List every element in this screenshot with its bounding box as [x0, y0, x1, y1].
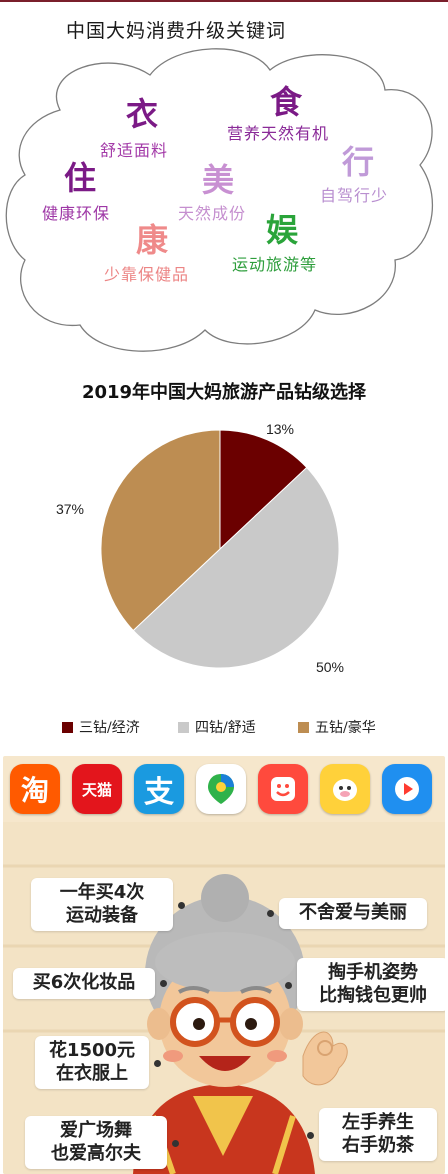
keyword-beauty-desc: 天然成份 — [178, 204, 247, 223]
infographic-panel: 淘 天猫 支 一年买4次 运动装备 不舍爱与美丽 买6次化妆品 掏手机姿势 比掏… — [3, 756, 445, 1174]
legend-label-economy: 三钻/经济 — [79, 720, 140, 736]
keyword-housing: 住 — [64, 159, 97, 197]
legend-item-comfort: 四钻/舒适 — [178, 716, 256, 738]
bubble-health-tea: 左手养生 右手奶茶 — [307, 1108, 437, 1161]
bubble-phone: 掏手机姿势 比掏钱包更帅 — [285, 958, 445, 1011]
bubble-cosmetics: 买6次化妆品 — [13, 968, 167, 999]
pie-label-economy: 13% — [266, 421, 294, 437]
bubble-dance-golf: 爱广场舞 也爱高尔夫 — [25, 1116, 179, 1169]
legend-swatch-comfort — [178, 721, 189, 733]
keyword-clothing-desc: 舒适面料 — [100, 141, 169, 160]
keyword-health-desc: 少靠保健品 — [104, 265, 190, 284]
bubble-beauty: 不舍爱与美丽 — [267, 898, 427, 929]
keyword-food-desc: 营养天然有机 — [227, 124, 330, 143]
keyword-travel-desc: 自驾行少 — [320, 186, 389, 205]
keyword-beauty: 美 — [202, 161, 235, 199]
taobao-icon: 淘 — [10, 764, 60, 814]
cloud-title: 中国大妈消费升级关键词 — [66, 20, 287, 42]
pie-slice-economy — [219, 429, 308, 551]
keyword-health: 康 — [136, 221, 169, 259]
fliggy-icon — [320, 764, 370, 814]
cloud-shape — [5, 48, 434, 352]
bubble-sports-gear: 一年买4次 运动装备 — [31, 878, 185, 931]
alipay-icon: 支 — [134, 764, 184, 814]
legend-item-economy: 三钻/经济 — [62, 716, 140, 738]
chart-title: 2019年中国大妈旅游产品钻级选择 — [81, 382, 367, 403]
legend-swatch-luxury — [298, 721, 309, 733]
keyword-cloud-section: 中国大妈消费升级关键词 衣 舒适面料 食 营养天然有机 住 健康环保 美 天然成… — [0, 0, 448, 370]
pie-label-luxury: 37% — [56, 501, 84, 517]
legend-label-luxury: 五钻/豪华 — [315, 720, 376, 736]
smile-app-icon — [258, 764, 308, 814]
pie-chart: 13% 50% 37% — [56, 421, 344, 675]
keyword-entertainment-desc: 运动旅游等 — [232, 255, 318, 274]
chart-legend: 三钻/经济 四钻/舒适 五钻/豪华 — [0, 716, 448, 740]
map-pin-icon — [196, 764, 246, 814]
legend-label-comfort: 四钻/舒适 — [195, 720, 256, 736]
tmall-icon: 天猫 — [72, 764, 122, 814]
legend-swatch-economy — [62, 721, 73, 733]
top-divider — [0, 0, 448, 2]
pie-slice-comfort — [132, 466, 340, 669]
bubble-clothing-spend: 花1500元 在衣服上 — [35, 1036, 161, 1089]
keyword-travel: 行 — [342, 143, 375, 181]
keyword-clothing: 衣 — [126, 95, 159, 133]
video-app-icon — [382, 764, 432, 814]
pie-label-comfort: 50% — [316, 659, 344, 675]
pie-slice-luxury — [100, 429, 221, 632]
keyword-housing-desc: 健康环保 — [42, 204, 111, 223]
keyword-food: 食 — [270, 83, 303, 121]
legend-item-luxury: 五钻/豪华 — [298, 716, 376, 738]
keyword-entertainment: 娱 — [266, 211, 299, 249]
